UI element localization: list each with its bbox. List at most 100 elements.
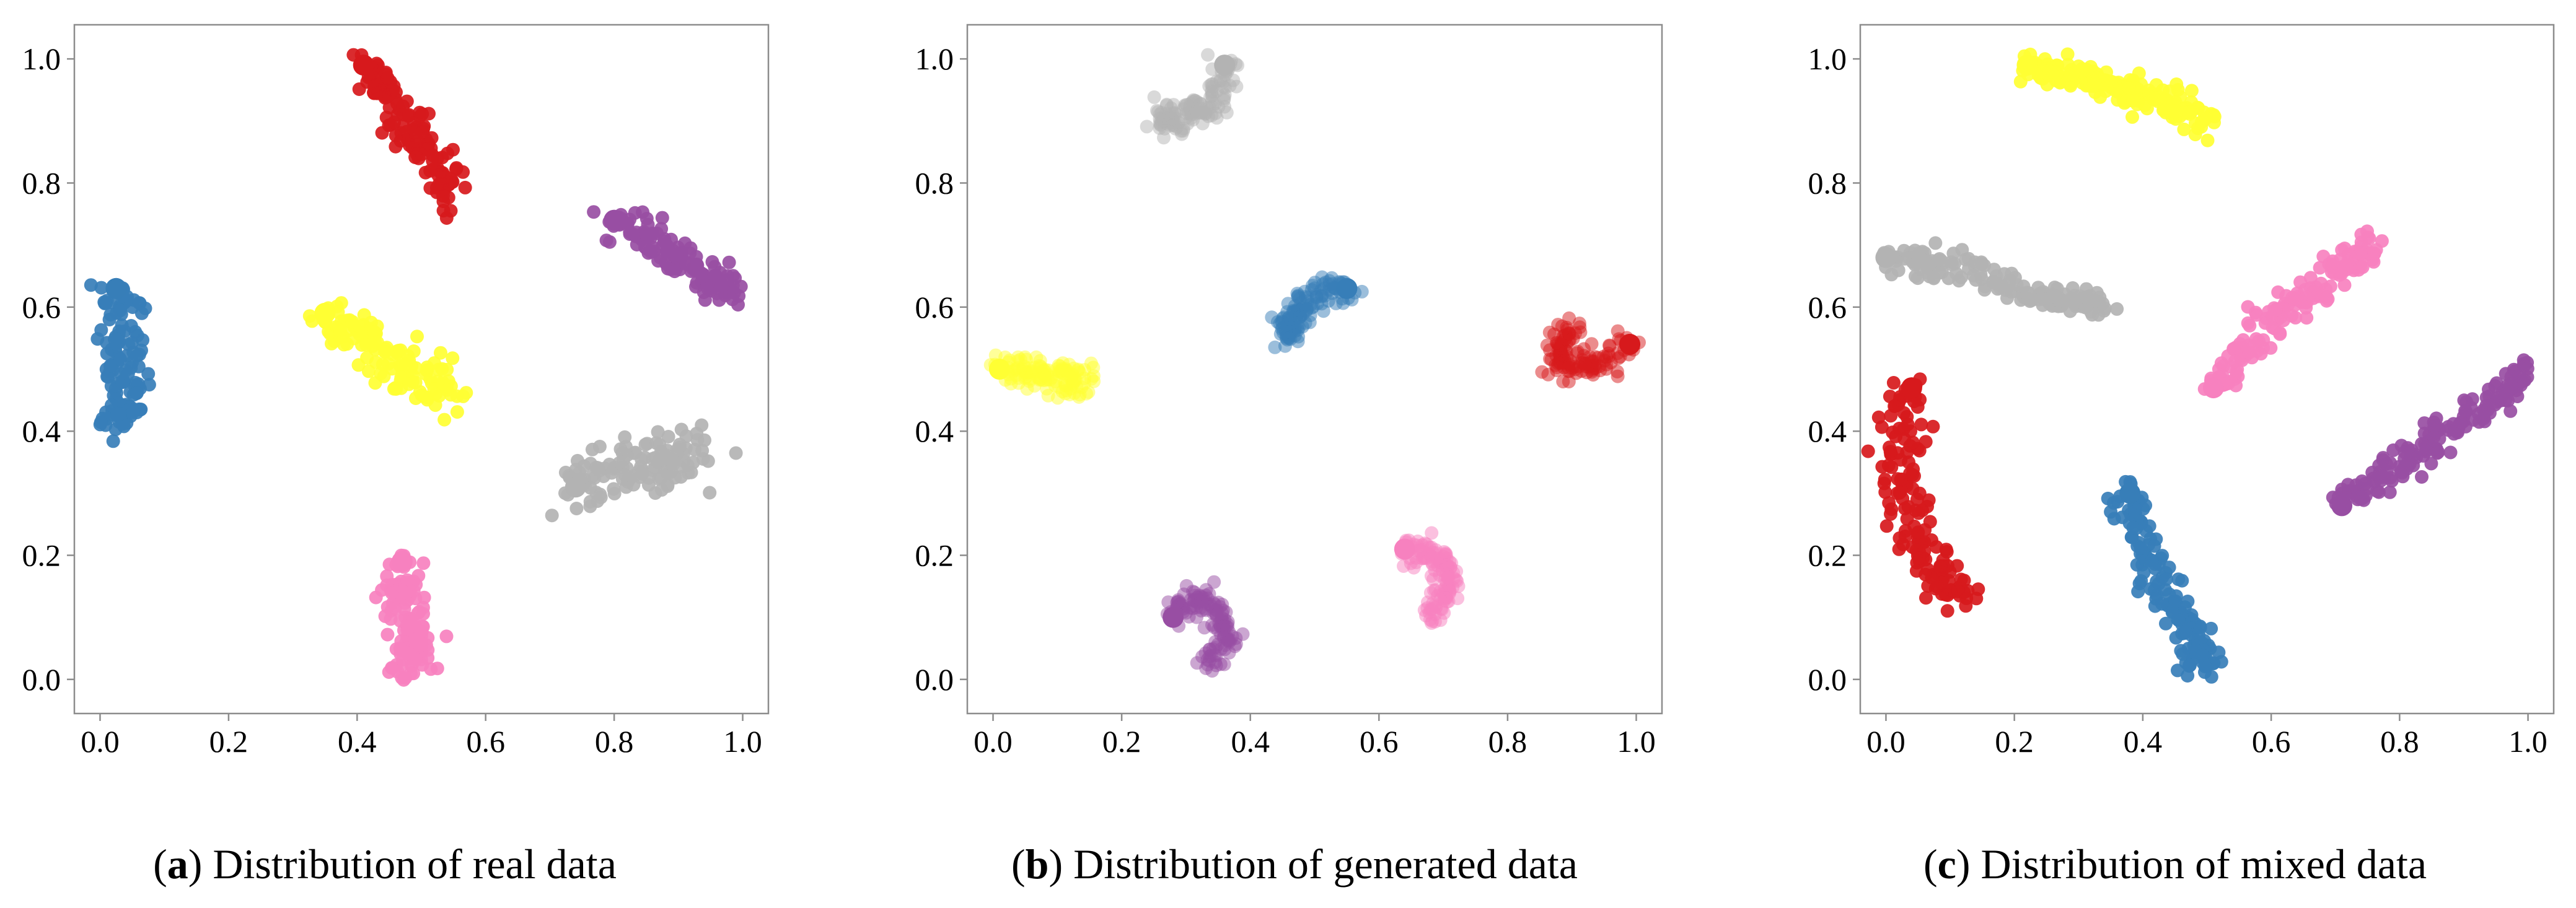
data-point <box>385 362 399 376</box>
point-cluster <box>2197 224 2389 399</box>
data-point <box>1413 543 1427 557</box>
data-point <box>2171 613 2186 627</box>
x-tick-label: 0.4 <box>1231 724 1270 759</box>
data-point <box>628 206 642 220</box>
data-point <box>602 457 617 471</box>
data-point <box>695 418 709 432</box>
data-point <box>2354 227 2368 242</box>
data-point <box>2482 406 2497 420</box>
data-point <box>591 461 605 475</box>
data-point <box>1293 303 1307 318</box>
y-tick-label: 0.2 <box>1808 538 1847 573</box>
data-point <box>1291 289 1305 303</box>
data-point <box>314 302 336 324</box>
y-tick-label: 0.0 <box>915 662 954 697</box>
data-point <box>134 306 149 320</box>
data-point <box>2465 392 2479 406</box>
panel-real-data: 0.0 0.2 0.4 0.6 0.8 1.0 0.0 0.2 0.4 0.6 0.8 1.0 <box>22 24 770 759</box>
data-point <box>618 468 632 482</box>
y-tick-label: 0.6 <box>1808 290 1847 325</box>
data-point <box>2367 247 2381 260</box>
data-point <box>1562 334 1576 348</box>
data-point <box>583 481 597 495</box>
data-point <box>398 357 413 372</box>
data-point <box>1072 390 1086 404</box>
data-point <box>2355 260 2370 274</box>
data-point <box>1268 340 1282 354</box>
data-point <box>2126 520 2140 535</box>
data-point <box>1308 276 1322 290</box>
data-point <box>626 478 641 492</box>
data-point <box>2136 502 2150 516</box>
data-point <box>703 486 717 500</box>
data-point <box>1919 591 1933 605</box>
data-point <box>1199 603 1213 618</box>
data-point <box>1275 315 1289 329</box>
data-point <box>1891 486 1904 500</box>
data-point <box>1578 357 1592 371</box>
data-point <box>2122 81 2136 95</box>
data-point <box>701 454 715 468</box>
data-point <box>1884 268 1899 282</box>
x-tick-label: 0.4 <box>338 724 377 759</box>
data-point <box>2132 66 2146 81</box>
data-point <box>1878 473 1892 487</box>
data-point <box>434 346 447 360</box>
data-point <box>1291 334 1305 349</box>
data-point <box>2299 300 2313 315</box>
data-point <box>1884 460 1899 474</box>
data-point <box>1861 444 1875 458</box>
data-point <box>1901 377 1922 399</box>
data-point <box>458 180 472 194</box>
data-point <box>1214 55 1236 76</box>
data-point <box>446 351 460 365</box>
data-point <box>106 434 120 448</box>
data-point <box>1180 98 1193 111</box>
data-point <box>2324 261 2339 274</box>
data-point <box>1907 519 1922 533</box>
data-point <box>374 367 388 381</box>
data-point <box>371 335 384 349</box>
data-point <box>2300 311 2314 325</box>
data-point <box>408 125 423 139</box>
data-point <box>587 205 601 219</box>
caption-b: (b) Distribution of generated data <box>1011 840 1578 888</box>
data-point <box>2159 572 2173 586</box>
data-point <box>1954 270 1968 284</box>
data-point <box>1910 492 1924 507</box>
data-point <box>439 629 454 644</box>
caption-a: (a) Distribution of real data <box>153 840 617 888</box>
data-point <box>1062 367 1076 382</box>
x-tick-label: 0.8 <box>2380 724 2419 759</box>
data-point <box>100 347 114 360</box>
data-point <box>2159 616 2173 631</box>
data-point <box>607 482 621 496</box>
data-point <box>2504 370 2518 384</box>
data-point <box>2458 404 2473 418</box>
data-point <box>1425 526 1439 540</box>
data-point <box>131 359 146 373</box>
data-point <box>105 277 127 299</box>
data-point <box>429 386 443 401</box>
data-point <box>132 347 146 362</box>
data-point <box>2149 87 2163 102</box>
data-point <box>2242 346 2256 360</box>
data-point <box>1892 542 1906 556</box>
data-point <box>2488 379 2502 393</box>
data-point <box>694 266 708 280</box>
data-point <box>446 142 460 157</box>
data-point <box>2376 451 2390 465</box>
point-cluster <box>2013 47 2222 147</box>
data-point <box>569 502 584 515</box>
point-cluster <box>2326 353 2534 517</box>
data-point <box>2175 574 2189 588</box>
data-point <box>1906 435 1920 450</box>
data-point <box>2093 90 2108 104</box>
data-point <box>1934 559 1948 574</box>
data-point <box>1974 272 1989 286</box>
axes-frame <box>966 24 1663 715</box>
panel-mixed-data: 0.0 0.2 0.4 0.6 0.8 1.0 0.0 0.2 0.4 0.6 0.8 1.0 <box>1808 24 2555 759</box>
data-point <box>94 323 108 337</box>
data-point <box>2323 279 2337 294</box>
